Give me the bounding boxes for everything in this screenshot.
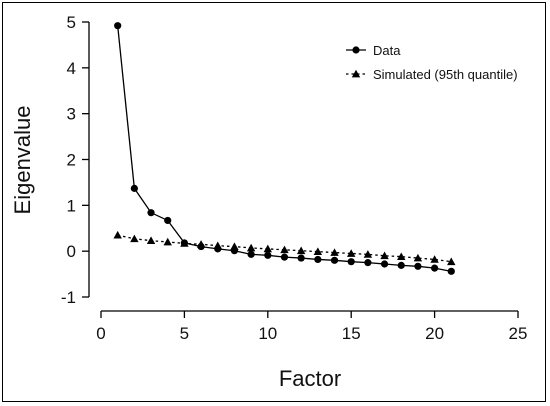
- data-point: [297, 254, 305, 262]
- x-axis-title: Factor: [279, 366, 341, 391]
- series-1: [113, 230, 456, 266]
- y-tick-label: -1: [61, 288, 76, 307]
- data-point: [296, 246, 306, 255]
- data-point: [380, 251, 389, 260]
- x-tick-label: 25: [509, 324, 528, 343]
- data-point: [380, 260, 389, 268]
- data-point: [314, 255, 322, 264]
- data-point: [330, 248, 339, 256]
- data-point: [130, 234, 139, 243]
- data-point: [164, 216, 172, 225]
- data-point: [347, 258, 355, 266]
- legend-item-0: Data: [346, 43, 401, 58]
- data-point: [313, 247, 323, 255]
- legend-marker: [352, 46, 360, 54]
- y-tick-label: 4: [67, 59, 76, 78]
- data-point: [447, 257, 456, 266]
- data-point: [364, 259, 372, 267]
- data-point: [330, 256, 339, 264]
- x-tick-label: 10: [258, 324, 277, 343]
- data-point: [414, 262, 422, 270]
- y-tick-label: 5: [67, 13, 76, 32]
- data-point: [230, 242, 239, 250]
- data-point: [413, 253, 423, 262]
- data-point: [347, 249, 356, 257]
- data-point: [263, 244, 272, 253]
- data-point: [397, 252, 406, 261]
- series-line: [117, 25, 452, 272]
- data-point: [163, 237, 172, 246]
- data-point: [280, 245, 289, 254]
- data-point: [431, 264, 439, 272]
- series-line: [117, 234, 452, 263]
- legend: Data Simulated (95th quantile): [346, 43, 518, 82]
- x-tick-label: 15: [342, 324, 361, 343]
- data-point: [246, 243, 256, 252]
- y-tick-label: 3: [67, 105, 76, 124]
- data-point: [196, 240, 206, 248]
- legend-label: Simulated (95th quantile): [373, 67, 518, 82]
- legend-marker: [351, 69, 361, 78]
- data-point: [180, 239, 189, 247]
- data-point: [430, 255, 439, 263]
- data-point: [447, 267, 455, 275]
- data-point: [147, 209, 155, 217]
- legend-item-1: Simulated (95th quantile): [346, 67, 518, 82]
- data-point: [264, 251, 272, 259]
- axes: -1 0 1 2 3 4 5 0 5 10 15 20 25: [61, 13, 528, 343]
- data-point: [247, 250, 255, 258]
- data-point: [146, 236, 156, 244]
- x-tick-label: 0: [96, 324, 105, 343]
- series-layer: [113, 22, 456, 275]
- data-point: [280, 253, 289, 261]
- y-tick-label: 1: [67, 196, 76, 215]
- y-tick-label: 2: [67, 151, 76, 170]
- y-tick-label: 0: [67, 242, 76, 261]
- data-point: [114, 22, 122, 30]
- series-0: [114, 22, 455, 275]
- legend-label: Data: [373, 43, 401, 58]
- data-point: [130, 184, 138, 192]
- data-point: [363, 250, 373, 258]
- data-point: [397, 261, 405, 269]
- data-point: [113, 230, 122, 239]
- data-point: [213, 241, 222, 250]
- y-axis-title: Eigenvalue: [10, 106, 35, 215]
- x-tick-label: 20: [425, 324, 444, 343]
- x-tick-label: 5: [180, 324, 189, 343]
- chart-frame: [2, 2, 546, 402]
